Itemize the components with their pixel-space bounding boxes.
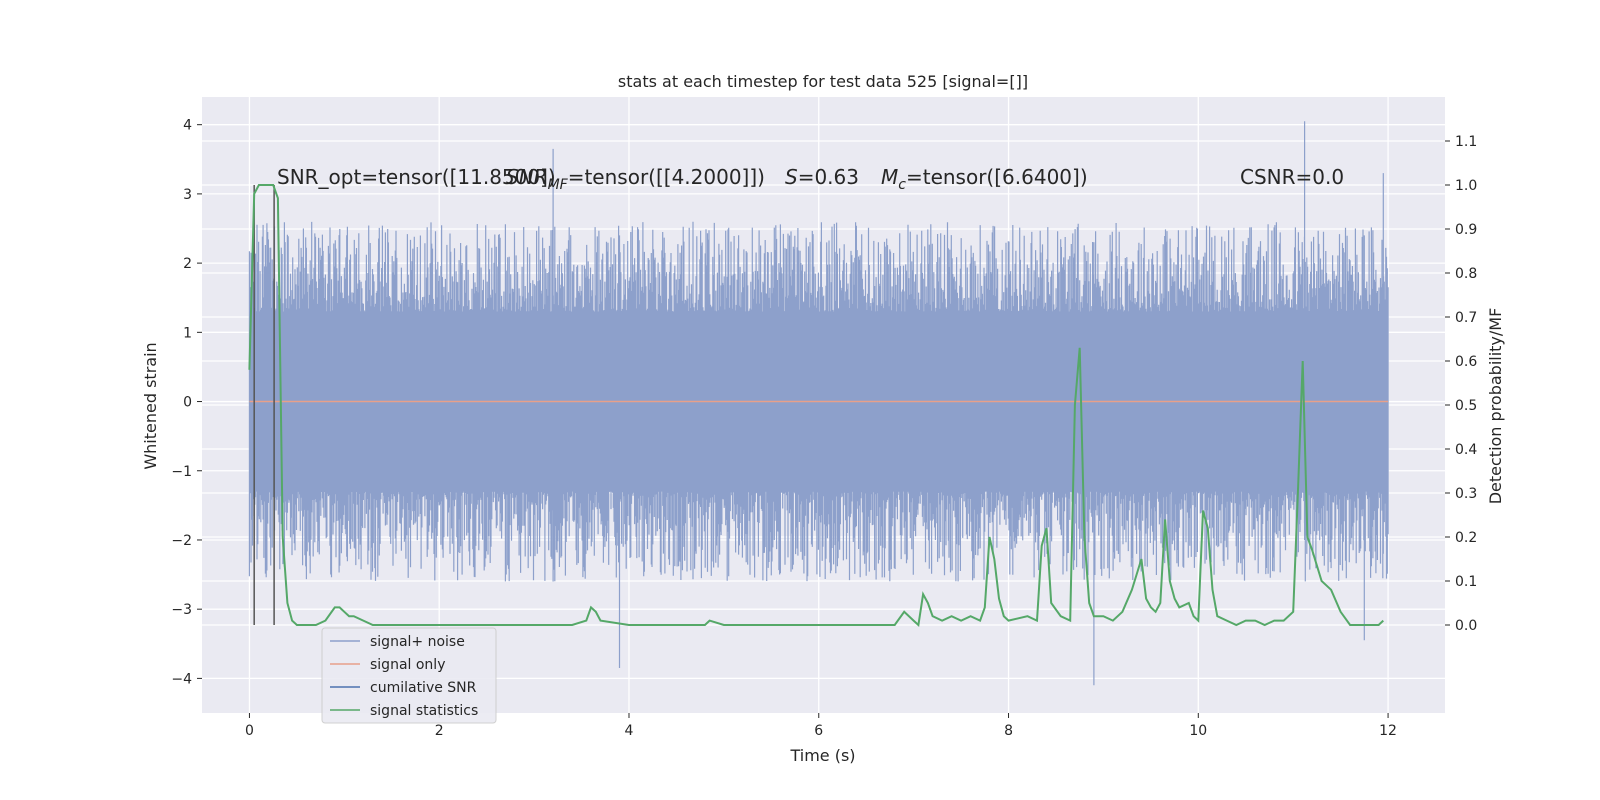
y-right-tick-label-1: 0.1 — [1455, 574, 1477, 590]
annotation-snr-mf-sub: MF — [548, 177, 569, 193]
x-tick-label-1: 2 — [435, 723, 444, 739]
x-tick-label-3: 6 — [814, 723, 823, 739]
y-right-tick-label-9: 0.9 — [1455, 222, 1477, 238]
annotation-snr-mf-value: =tensor([[4.2000]]) — [568, 165, 765, 189]
y-right-tick-label-8: 0.8 — [1455, 266, 1477, 282]
signal-statistics-line — [248, 184, 1384, 628]
y-left-tick-label-8: 4 — [183, 118, 192, 134]
y-left-tick-label-2: −2 — [171, 533, 192, 549]
y-right-tick-label-11: 1.1 — [1455, 134, 1477, 150]
annotation-s: S=0.63 — [785, 165, 859, 189]
axis-ticks: 0 2 4 6 8 10 12−4−3−2−1012340.00.10.20.30.40.5… — [171, 118, 1477, 739]
annotation-csnr: CSNR=0.0 — [1240, 165, 1344, 189]
annotation-mc: Mc=tensor([6.6400]) — [881, 165, 1088, 193]
legend-label-signal-noise: signal+ noise — [370, 634, 465, 650]
annotation-mc-value: =tensor([6.6400]) — [906, 165, 1088, 189]
annotation-s-label: S — [785, 165, 798, 189]
y-axis-label-right: Detection probability/MF — [1486, 308, 1505, 505]
y-right-tick-label-3: 0.3 — [1455, 486, 1477, 502]
y-left-tick-label-7: 3 — [183, 187, 192, 203]
y-left-tick-label-5: 1 — [183, 325, 192, 341]
legend-label-cumulative-snr: cumilative SNR — [370, 680, 477, 696]
y-right-tick-label-2: 0.2 — [1455, 530, 1477, 546]
legend-label-signal-only: signal only — [370, 657, 445, 673]
y-left-tick-label-3: −1 — [171, 464, 192, 480]
x-tick-label-4: 8 — [1004, 723, 1013, 739]
annotation-s-value: =0.63 — [798, 165, 859, 189]
annotation-mc-sub: c — [898, 177, 906, 193]
y-axis-label-left: Whitened strain — [141, 342, 160, 469]
chart-title: stats at each timestep for test data 525… — [618, 72, 1028, 91]
legend-label-signal-statistics: signal statistics — [370, 703, 478, 719]
y-left-tick-label-4: 0 — [183, 395, 192, 411]
legend: signal+ noise signal only cumilative SNR… — [321, 627, 497, 724]
y-right-tick-label-10: 1.0 — [1455, 178, 1477, 194]
y-right-tick-label-6: 0.6 — [1455, 354, 1477, 370]
y-right-tick-label-5: 0.5 — [1455, 398, 1477, 414]
x-axis-label: Time (s) — [789, 746, 855, 765]
x-tick-label-5: 10 — [1189, 723, 1207, 739]
y-right-tick-label-4: 0.4 — [1455, 442, 1477, 458]
x-tick-label-0: 0 — [245, 723, 254, 739]
x-tick-label-2: 4 — [625, 723, 634, 739]
annotation-snr-mf: SNRMF=tensor([[4.2000]]) — [506, 165, 765, 193]
line-series — [248, 184, 1389, 628]
y-left-tick-label-6: 2 — [183, 256, 192, 272]
y-left-tick-label-0: −4 — [171, 671, 192, 687]
y-left-tick-label-1: −3 — [171, 602, 192, 618]
annotation-snr-opt: SNR_opt=tensor([11.8500]) — [277, 165, 556, 189]
y-right-tick-label-0: 0.0 — [1455, 618, 1477, 634]
x-tick-label-6: 12 — [1379, 723, 1397, 739]
legend-frame — [321, 627, 497, 724]
annotation-snr-mf-label: SNR — [506, 165, 548, 189]
annotation-mc-label: M — [881, 165, 898, 189]
y-right-tick-label-7: 0.7 — [1455, 310, 1477, 326]
